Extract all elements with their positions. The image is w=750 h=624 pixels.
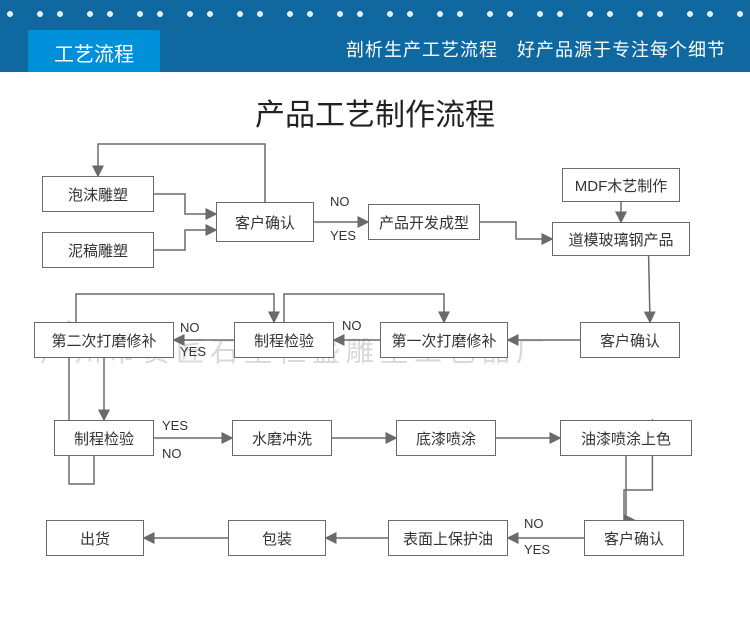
flow-node-pack: 包装 (228, 520, 326, 556)
decision-label: NO (524, 516, 544, 531)
flow-node-foam: 泡沫雕塑 (42, 176, 154, 212)
flow-node-conf2: 客户确认 (580, 322, 680, 358)
section-badge: 工艺流程 (28, 30, 160, 75)
decision-label: NO (180, 320, 200, 335)
flow-node-pol2: 第二次打磨修补 (34, 322, 174, 358)
decision-label: NO (162, 446, 182, 461)
decision-label: YES (180, 344, 206, 359)
flowchart-area: 产品工艺制作流程 广州市赞匠石壁恒盛雕塑工艺品厂 泡沫雕塑泥稿雕塑客户确认产品开… (0, 72, 750, 624)
decision-label: NO (342, 318, 362, 333)
flow-node-clay: 泥稿雕塑 (42, 232, 154, 268)
decision-label: NO (330, 194, 350, 209)
ornament-strip (0, 4, 750, 24)
flow-node-pol1: 第一次打磨修补 (380, 322, 508, 358)
flow-node-primer: 底漆喷涂 (396, 420, 496, 456)
flow-node-ship: 出货 (46, 520, 144, 556)
flow-node-mdf: MDF木艺制作 (562, 168, 680, 202)
flow-node-frp: 道模玻璃钢产品 (552, 222, 690, 256)
flow-node-wash: 水磨冲洗 (232, 420, 332, 456)
decision-label: YES (524, 542, 550, 557)
flow-node-conf3: 客户确认 (584, 520, 684, 556)
tagline-text: 剖析生产工艺流程 好产品源于专注每个细节 (346, 36, 726, 62)
flow-node-paint: 油漆喷涂上色 (560, 420, 692, 456)
decision-label: YES (330, 228, 356, 243)
header-banner: 工艺流程 剖析生产工艺流程 好产品源于专注每个细节 (0, 0, 750, 72)
decision-label: YES (162, 418, 188, 433)
flow-node-conf1: 客户确认 (216, 202, 314, 242)
flow-node-insp2: 制程检验 (54, 420, 154, 456)
flow-node-oil: 表面上保护油 (388, 520, 508, 556)
flow-node-dev: 产品开发成型 (368, 204, 480, 240)
flow-node-insp1: 制程检验 (234, 322, 334, 358)
